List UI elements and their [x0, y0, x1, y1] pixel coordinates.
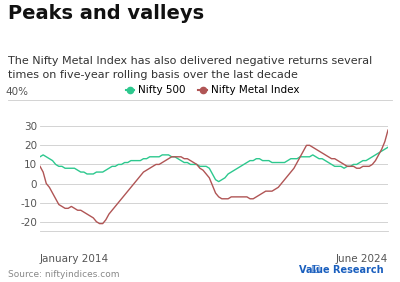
Text: Value Research: Value Research: [299, 265, 384, 275]
Legend: Nifty 500, Nifty Metal Index: Nifty 500, Nifty Metal Index: [122, 81, 304, 100]
Text: The Nifty Metal Index has also delivered negative returns several
times on five-: The Nifty Metal Index has also delivered…: [8, 56, 372, 80]
Text: June 2024: June 2024: [336, 254, 388, 264]
Text: 40%: 40%: [5, 87, 28, 97]
Text: January 2014: January 2014: [40, 254, 109, 264]
Text: Source: niftyindices.com: Source: niftyindices.com: [8, 270, 120, 279]
Text: ☑: ☑: [310, 265, 319, 275]
Text: Peaks and valleys: Peaks and valleys: [8, 4, 204, 23]
